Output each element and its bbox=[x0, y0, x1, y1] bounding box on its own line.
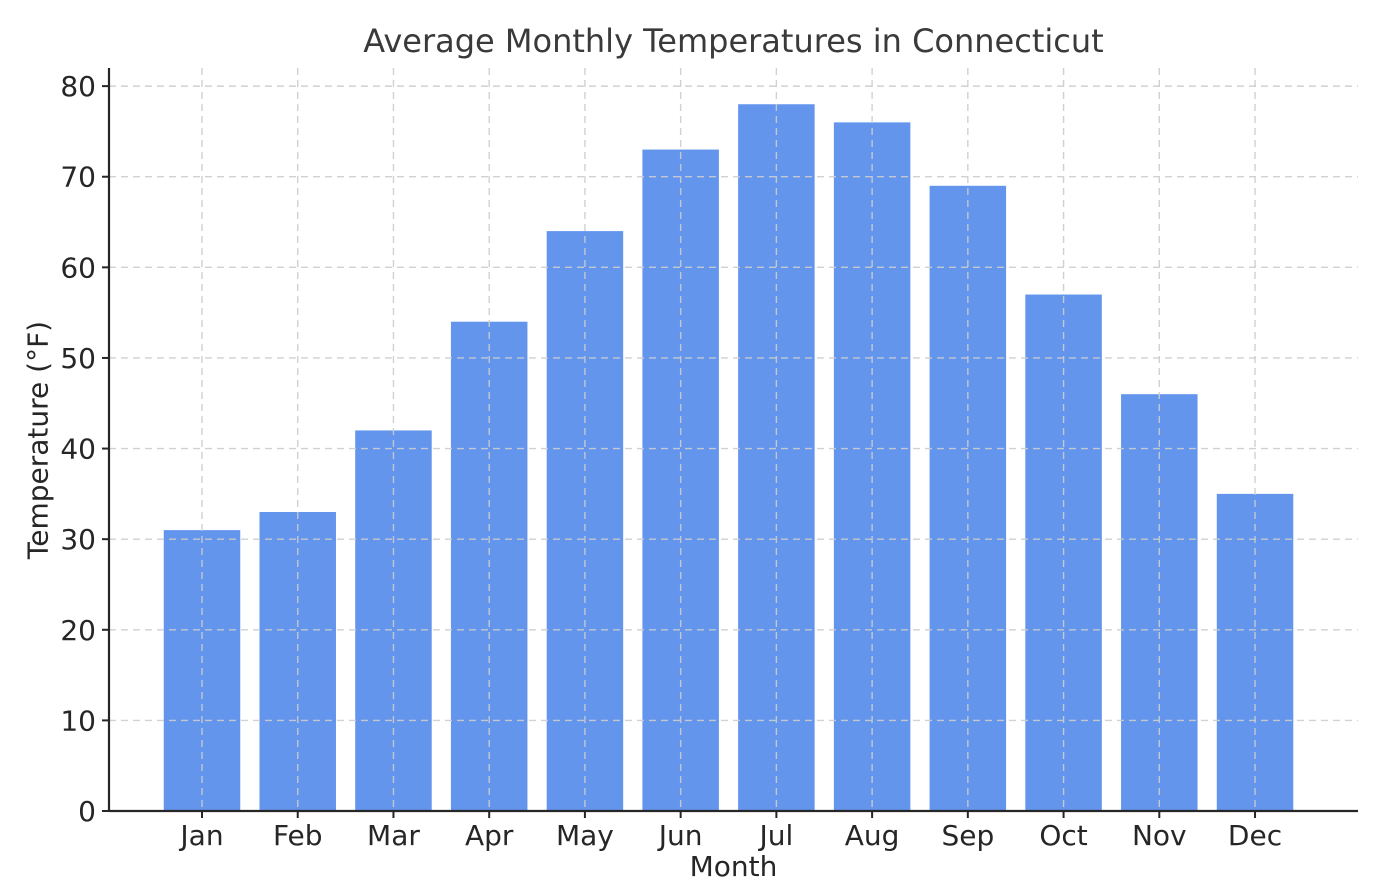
x-tick-label-jan: Jan bbox=[178, 819, 223, 852]
x-tick-label-dec: Dec bbox=[1228, 819, 1282, 852]
bar-may bbox=[546, 231, 624, 812]
y-tick-label-30: 30 bbox=[60, 523, 96, 556]
x-tick-label-apr: Apr bbox=[465, 819, 514, 852]
y-tick-label-40: 40 bbox=[60, 433, 96, 466]
x-tick-label-feb: Feb bbox=[273, 819, 323, 852]
x-axis-label: Month bbox=[689, 850, 778, 883]
x-tick-label-mar: Mar bbox=[367, 819, 420, 852]
y-tick-label-70: 70 bbox=[60, 161, 96, 194]
y-tick-label-80: 80 bbox=[60, 70, 96, 103]
x-tick-label-jun: Jun bbox=[657, 819, 703, 852]
y-tick-label-20: 20 bbox=[60, 614, 96, 647]
y-tick-label-0: 0 bbox=[78, 795, 96, 828]
x-tick-label-may: May bbox=[556, 819, 614, 852]
chart-title: Average Monthly Temperatures in Connecti… bbox=[363, 22, 1104, 60]
x-tick-label-sep: Sep bbox=[941, 819, 994, 852]
y-tick-label-60: 60 bbox=[60, 251, 96, 284]
x-tick-label-nov: Nov bbox=[1132, 819, 1187, 852]
y-tick-label-50: 50 bbox=[60, 342, 96, 375]
x-tick-label-aug: Aug bbox=[845, 819, 900, 852]
x-tick-label-oct: Oct bbox=[1039, 819, 1087, 852]
x-tick-label-jul: Jul bbox=[757, 819, 793, 852]
y-tick-label-10: 10 bbox=[60, 704, 96, 737]
